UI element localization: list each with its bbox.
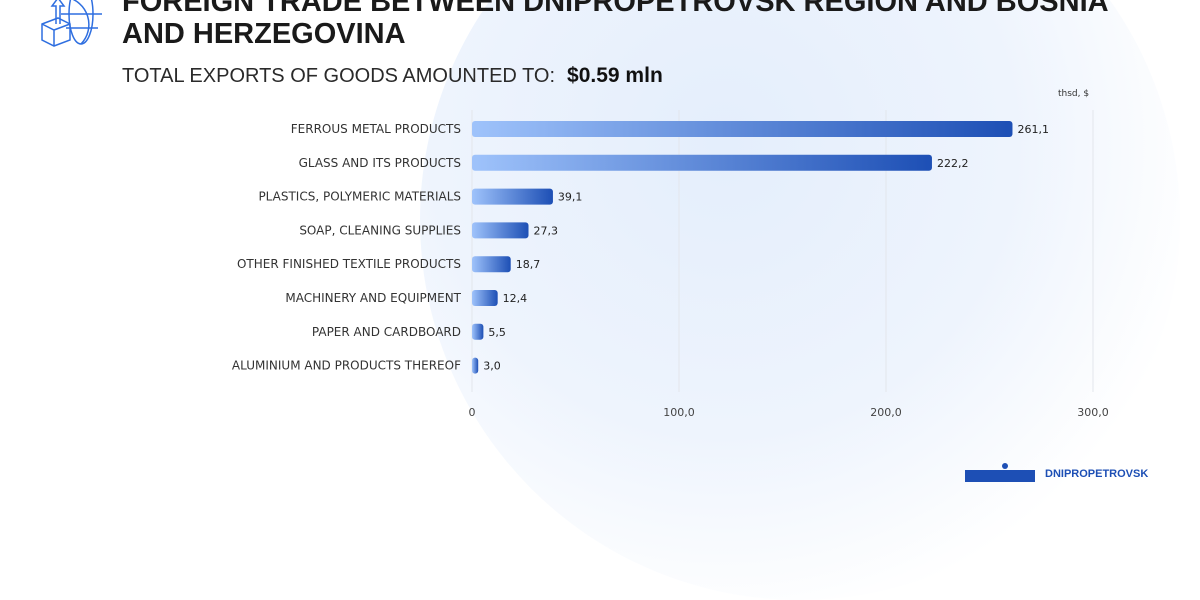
- x-tick-label: 0: [469, 406, 476, 419]
- unit-label: thsd, $: [1058, 89, 1090, 99]
- total-value: $0.59 mln: [567, 64, 663, 87]
- bar: [472, 154, 932, 171]
- value-label: 18,7: [516, 258, 541, 271]
- value-label: 12,4: [503, 292, 527, 305]
- value-label: 222,2: [937, 157, 969, 170]
- category-label: SOAP, CLEANING SUPPLIES: [299, 223, 461, 237]
- value-label: 3,0: [483, 360, 501, 373]
- value-label: 39,1: [558, 191, 583, 204]
- category-label: FERROUS METAL PRODUCTS: [291, 122, 461, 136]
- bar: [472, 323, 484, 340]
- bar: [472, 357, 479, 374]
- globe-export-icon: [41, 0, 102, 47]
- category-label: PLASTICS, POLYMERIC MATERIALS: [258, 190, 461, 204]
- x-tick-label: 100,0: [663, 406, 695, 419]
- bar: [472, 256, 511, 273]
- category-label: GLASS AND ITS PRODUCTS: [299, 156, 461, 170]
- category-label: PAPER AND CARDBOARD: [312, 325, 461, 339]
- bar: [472, 121, 1013, 137]
- value-label: 261,1: [1017, 123, 1049, 136]
- bar: [472, 222, 529, 239]
- category-label: OTHER FINISHED TEXTILE PRODUCTS: [237, 257, 461, 271]
- bar: [472, 188, 553, 205]
- subtitle-text: TOTAL EXPORTS OF GOODS AMOUNTED TO:: [122, 65, 556, 87]
- subtitle: TOTAL EXPORTS OF GOODS AMOUNTED TO: $0.59…: [122, 64, 663, 88]
- bar: [472, 290, 498, 306]
- x-tick-label: 300,0: [1077, 406, 1109, 419]
- category-label: MACHINERY AND EQUIPMENT: [285, 291, 461, 305]
- brand-logo: [965, 463, 1035, 482]
- bar-chart: 0 100,0 200,0 300,0 FERROUS METAL PRODUCTS 26…: [232, 110, 1109, 419]
- category-label: ALUMINIUM AND PRODUCTS THEREOF: [232, 359, 461, 373]
- value-label: 27,3: [534, 224, 559, 237]
- chart-title: FOREIGN TRADE BETWEEN DNIPROPETROVSK REG…: [122, 0, 1108, 50]
- brand-name: DNIPROPETROVSK: [1045, 468, 1149, 480]
- x-tick-label: 200,0: [870, 406, 902, 419]
- value-label: 5,5: [488, 326, 506, 339]
